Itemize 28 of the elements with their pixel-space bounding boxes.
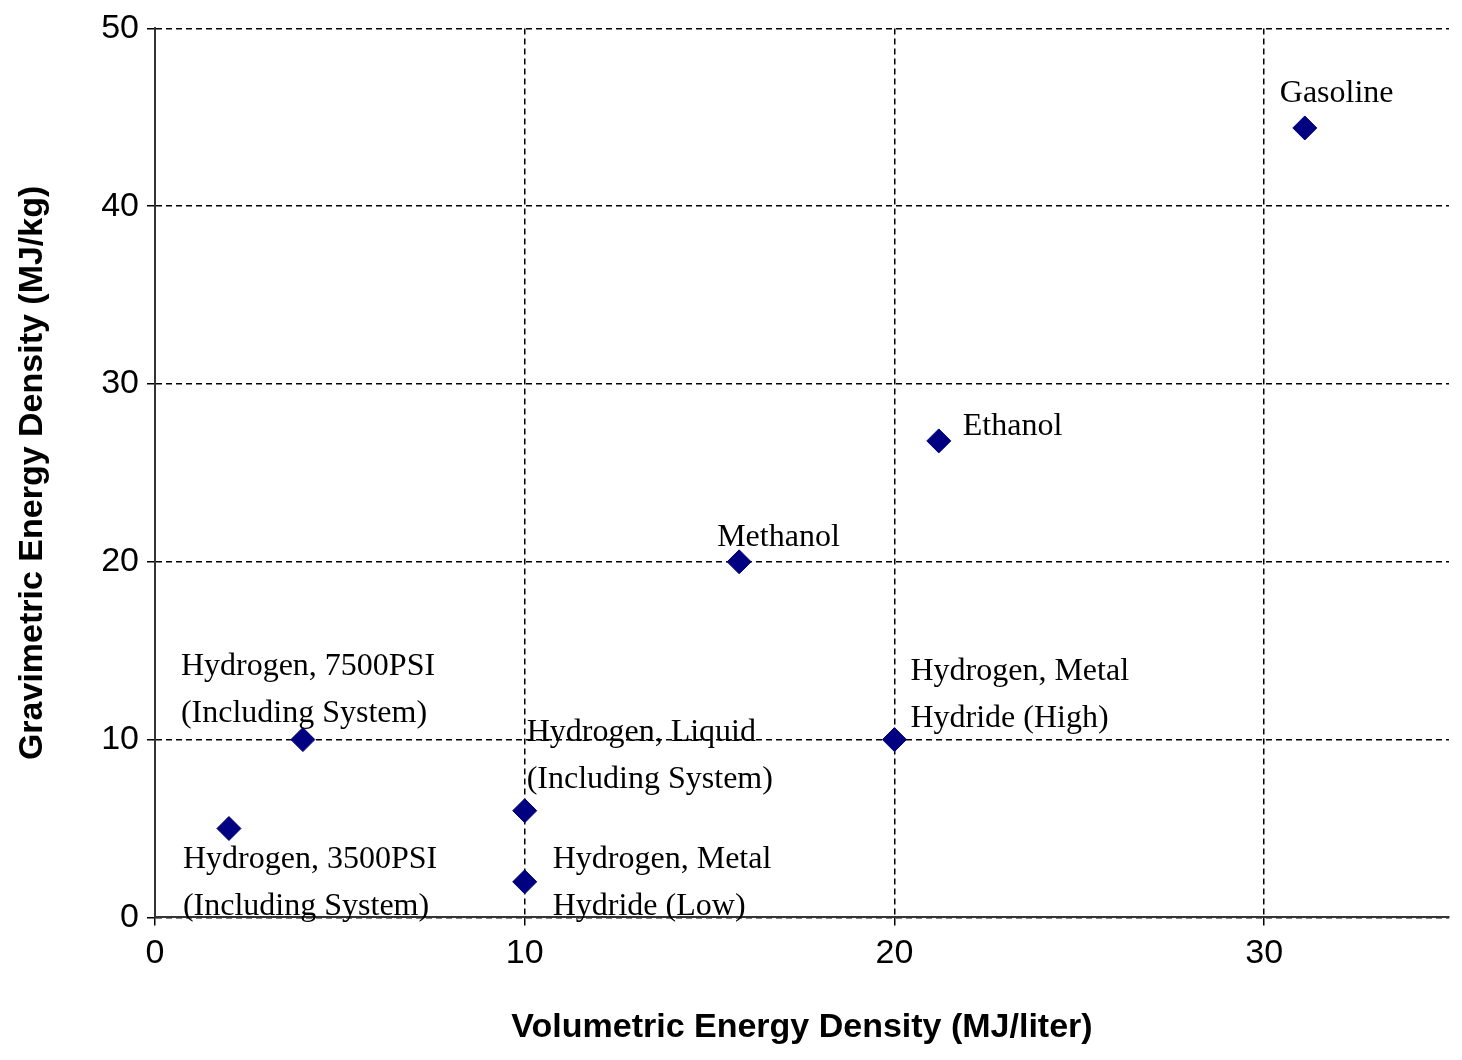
y-tick-label: 50 — [101, 6, 139, 45]
x-tick-label: 10 — [505, 932, 544, 971]
y-tick-label: 20 — [101, 540, 139, 579]
y-tick-label: 40 — [101, 184, 139, 223]
point — [512, 798, 538, 824]
y-axis-title: Gravimetric Energy Density (MJ/kg) — [10, 185, 49, 761]
y-tick-label: 0 — [120, 895, 139, 934]
x-tick-label: 30 — [1245, 932, 1284, 971]
x-axis-title: Volumetric Energy Density (MJ/liter) — [511, 1005, 1093, 1044]
annotation: Hydrogen, Metal Hydride (Low) — [552, 838, 772, 922]
point — [216, 816, 242, 841]
annotation: Hydrogen, 7500PSI (Including System) — [180, 645, 436, 729]
y-tick-label: 30 — [101, 362, 139, 401]
point — [881, 727, 907, 753]
annotation: Methanol — [717, 516, 840, 553]
annotation: Hydrogen, Metal Hydride (High) — [910, 650, 1130, 734]
point — [726, 549, 752, 575]
annotation: Hydrogen, Liquid (Including System) — [526, 711, 773, 795]
point — [290, 727, 316, 753]
point — [1292, 115, 1318, 141]
annotation: Ethanol — [962, 405, 1063, 442]
annotation: Gasoline — [1279, 72, 1394, 109]
point — [926, 428, 952, 454]
annotation: Hydrogen, 3500PSI (Including System) — [182, 838, 438, 922]
x-tick-label: 20 — [875, 932, 914, 971]
point — [512, 869, 538, 895]
y-tick-label: 10 — [101, 717, 139, 756]
x-tick-label: 0 — [145, 932, 165, 971]
